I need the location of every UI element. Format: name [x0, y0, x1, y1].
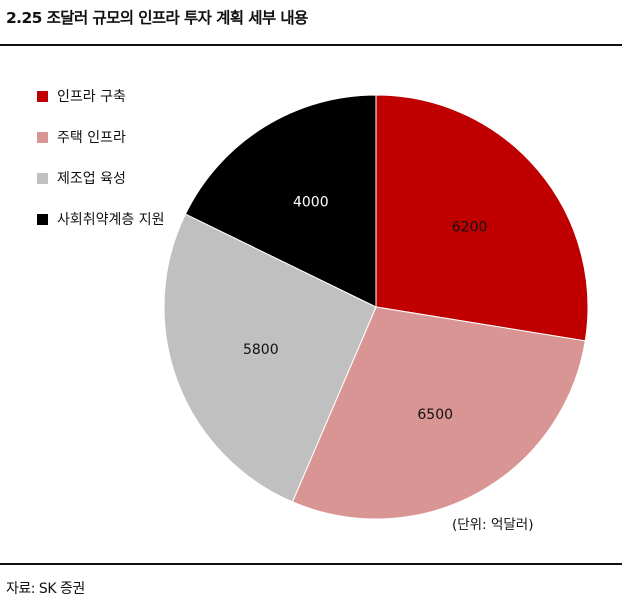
legend-label: 인프라 구축 [57, 89, 126, 105]
top-divider [0, 44, 622, 46]
slice-value-label: 6200 [452, 219, 488, 235]
legend-item-housing: 주택 인프라 [37, 127, 165, 147]
legend-label: 주택 인프라 [57, 130, 126, 146]
legend-swatch [37, 172, 48, 184]
legend-swatch [37, 213, 48, 225]
pie-chart: 6200 6500 5800 4000 [0, 46, 622, 562]
source-note: 자료: SK 증권 [6, 581, 85, 597]
legend-swatch [37, 131, 48, 143]
legend-label: 제조업 육성 [57, 171, 126, 187]
bottom-divider [0, 563, 622, 565]
legend-item-vulnerable-support: 사회취약계층 지원 [37, 209, 165, 229]
slice-housing [291, 306, 586, 520]
chart-title: 2.25 조달러 규모의 인프라 투자 계획 세부 내용 [6, 9, 308, 27]
slice-value-label: 6500 [417, 407, 453, 423]
legend-item-infrastructure: 인프라 구축 [37, 86, 165, 106]
legend-swatch [37, 90, 48, 102]
slice-vulnerable-support [184, 94, 377, 308]
legend-label: 사회취약계층 지원 [57, 212, 165, 228]
slice-value-label: 4000 [293, 195, 329, 211]
legend-item-manufacturing: 제조업 육성 [37, 168, 165, 188]
chart-legend: 인프라 구축 주택 인프라 제조업 육성 사회취약계층 지원 [37, 86, 165, 250]
unit-note: (단위: 억달러) [452, 517, 534, 533]
slice-infrastructure [375, 94, 589, 342]
slice-manufacturing [163, 213, 377, 503]
pie-svg: 6200 6500 5800 4000 [163, 94, 589, 520]
slice-value-label: 5800 [243, 342, 279, 358]
